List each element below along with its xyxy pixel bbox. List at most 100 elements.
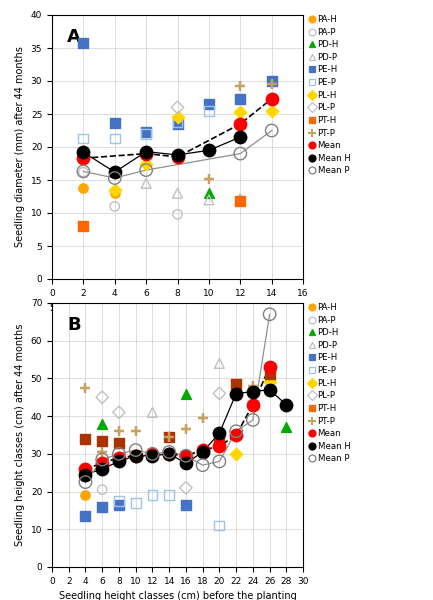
Point (182, 500, 189, 509)
Point (80, 134, 87, 143)
Point (237, 194, 244, 203)
Point (111, 173, 118, 183)
Point (266, 310, 273, 319)
Point (111, 185, 118, 194)
Point (237, 107, 244, 117)
Text: A: A (67, 28, 81, 46)
Point (116, 453, 123, 463)
X-axis label: Seedling diameter classes (mm) before the planting: Seedling diameter classes (mm) before th… (50, 303, 305, 313)
Point (205, 106, 212, 115)
Point (82, 470, 89, 479)
Point (199, 460, 206, 470)
Point (216, 442, 223, 451)
Point (182, 483, 189, 493)
Point (116, 427, 123, 436)
Point (266, 369, 273, 379)
Point (80, 221, 87, 231)
Point (99, 419, 106, 428)
Point (149, 407, 156, 417)
Point (266, 385, 273, 395)
Point (99, 502, 106, 511)
Point (116, 438, 123, 448)
Point (116, 449, 123, 458)
Point (149, 491, 156, 500)
Point (132, 451, 139, 461)
Point (111, 118, 118, 127)
Point (132, 445, 139, 455)
Point (80, 183, 87, 193)
Point (174, 112, 181, 122)
Point (80, 154, 87, 163)
Point (268, 79, 275, 89)
Point (149, 449, 156, 458)
Point (174, 209, 181, 219)
Point (116, 407, 123, 417)
Point (268, 94, 275, 104)
Point (199, 447, 206, 457)
Point (233, 379, 239, 389)
Point (82, 511, 89, 521)
Point (283, 400, 290, 410)
Point (111, 188, 118, 198)
Point (268, 106, 275, 115)
Point (174, 103, 181, 112)
Point (237, 133, 244, 142)
Point (99, 485, 106, 494)
Point (142, 158, 150, 168)
Point (80, 167, 87, 177)
Point (249, 415, 256, 425)
Point (268, 125, 275, 135)
Point (82, 491, 89, 500)
Point (166, 449, 173, 458)
Legend: PA-H, PA-P, PD-H, PD-P, PE-H, PE-P, PL-H, PL-P, PT-H, PT-P, Mean, Mean H, Mean P: PA-H, PA-P, PD-H, PD-P, PE-H, PE-P, PL-H… (308, 15, 350, 175)
Point (142, 165, 150, 175)
Point (174, 150, 181, 160)
Point (99, 458, 106, 468)
Point (99, 464, 106, 474)
Point (216, 359, 223, 368)
Text: B: B (67, 316, 81, 334)
Point (205, 195, 212, 205)
Point (174, 117, 181, 127)
Point (166, 432, 173, 442)
Point (182, 389, 189, 398)
Point (216, 428, 223, 438)
Point (233, 427, 239, 436)
Point (205, 99, 212, 109)
Point (233, 430, 239, 440)
Point (142, 147, 150, 157)
Point (174, 188, 181, 198)
Point (142, 179, 150, 188)
Point (166, 491, 173, 500)
Point (142, 129, 150, 139)
Point (80, 38, 87, 47)
Point (116, 496, 123, 506)
Point (99, 436, 106, 445)
Point (82, 478, 89, 487)
Point (166, 432, 173, 442)
Point (82, 466, 89, 476)
Point (268, 76, 275, 86)
Point (174, 152, 181, 161)
Point (149, 449, 156, 458)
Point (237, 94, 244, 104)
Point (182, 451, 189, 461)
Point (233, 389, 239, 398)
Point (182, 451, 189, 461)
Point (99, 447, 106, 457)
Point (237, 119, 244, 128)
Point (249, 381, 256, 391)
Point (142, 127, 150, 137)
Point (99, 392, 106, 402)
Point (249, 387, 256, 397)
Point (82, 383, 89, 392)
Point (116, 500, 123, 509)
Point (216, 389, 223, 398)
Point (266, 370, 273, 379)
Point (166, 447, 173, 457)
Point (266, 362, 273, 372)
Point (80, 148, 87, 157)
Point (80, 167, 87, 176)
Point (266, 377, 273, 387)
Point (249, 400, 256, 410)
